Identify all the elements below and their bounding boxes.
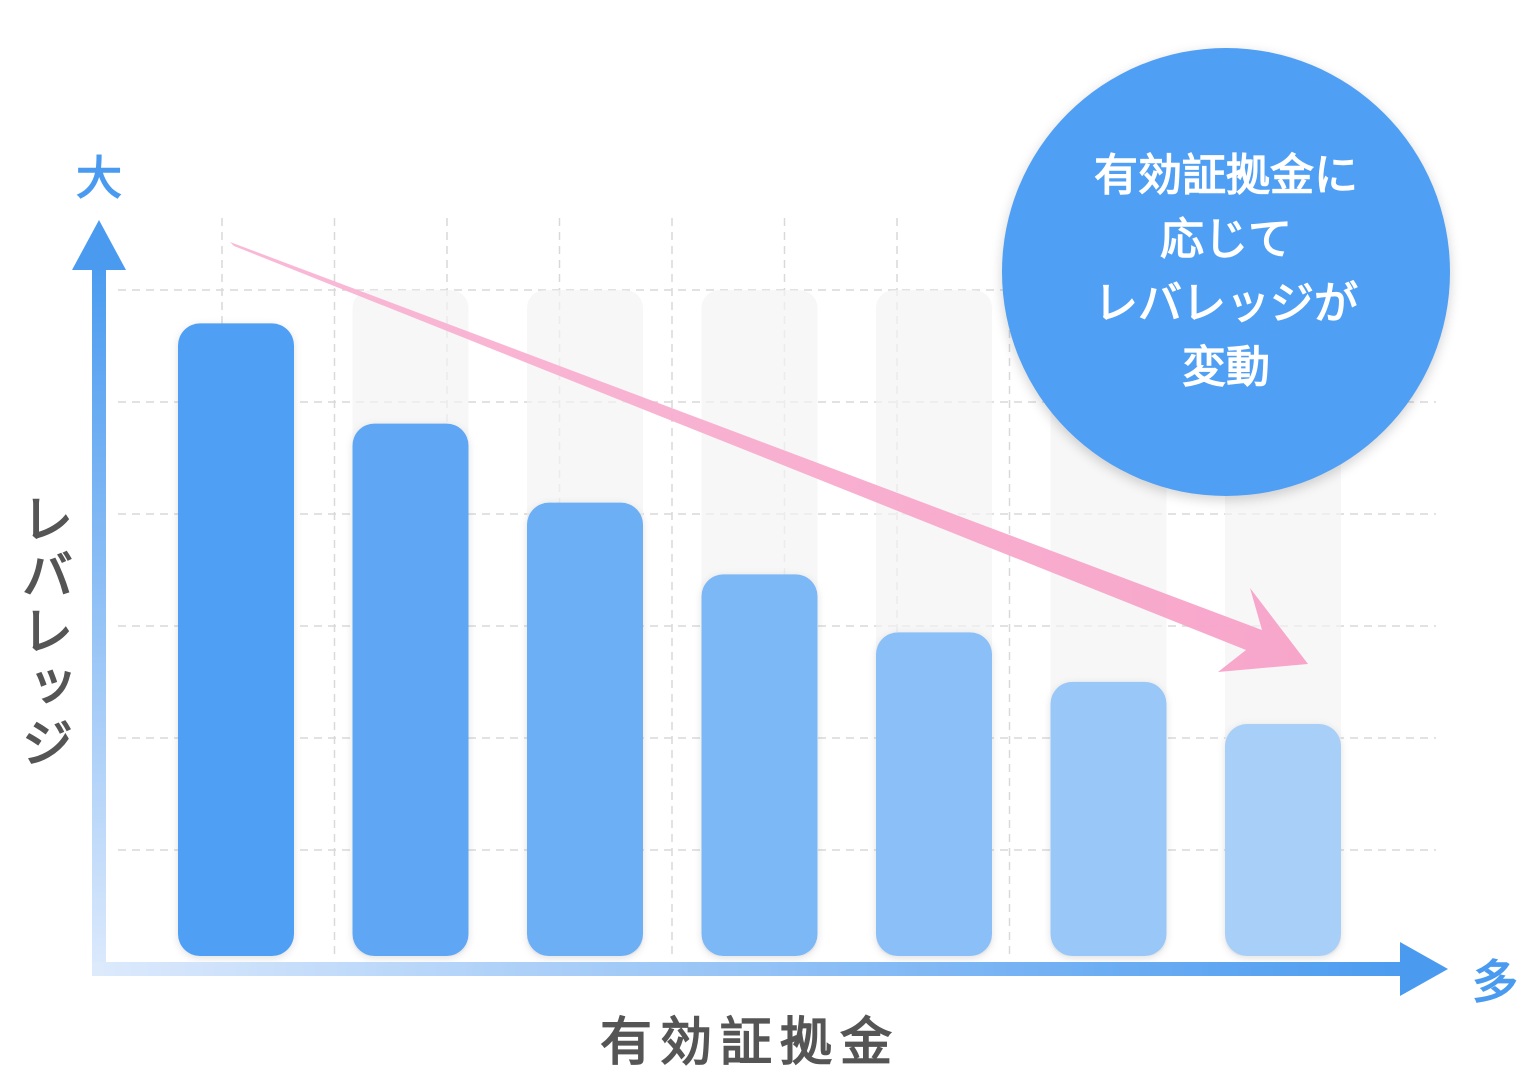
axis-layer xyxy=(72,220,1448,996)
bar xyxy=(352,423,469,957)
trend-arrow-layer xyxy=(230,242,1308,672)
callout-line: レバレッジが xyxy=(1094,278,1358,329)
callout-line: 変動 xyxy=(1182,342,1270,393)
callout-bubble: 有効証拠金に 応じて レバレッジが 変動 xyxy=(1002,48,1450,496)
callout-line: 応じて xyxy=(1160,214,1292,265)
callout-line: 有効証拠金に xyxy=(1094,150,1358,201)
bar xyxy=(1225,724,1341,956)
y-axis-arrowhead xyxy=(72,220,126,270)
x-axis-title: 有効証拠金 xyxy=(599,1013,900,1073)
bar xyxy=(527,502,643,956)
y-axis-title: レバレッジ xyxy=(12,492,72,772)
bar xyxy=(1050,681,1167,956)
bar xyxy=(178,323,294,956)
bar-layer xyxy=(178,323,1341,957)
x-axis-high-label: 多 xyxy=(1472,955,1518,1009)
bar xyxy=(876,632,992,956)
trend-arrow xyxy=(230,242,1308,672)
y-axis-line xyxy=(92,262,106,976)
bar xyxy=(701,574,818,956)
x-axis-arrowhead xyxy=(1400,942,1448,996)
x-axis-line xyxy=(92,962,1412,976)
y-axis-high-label: 大 xyxy=(76,151,122,205)
